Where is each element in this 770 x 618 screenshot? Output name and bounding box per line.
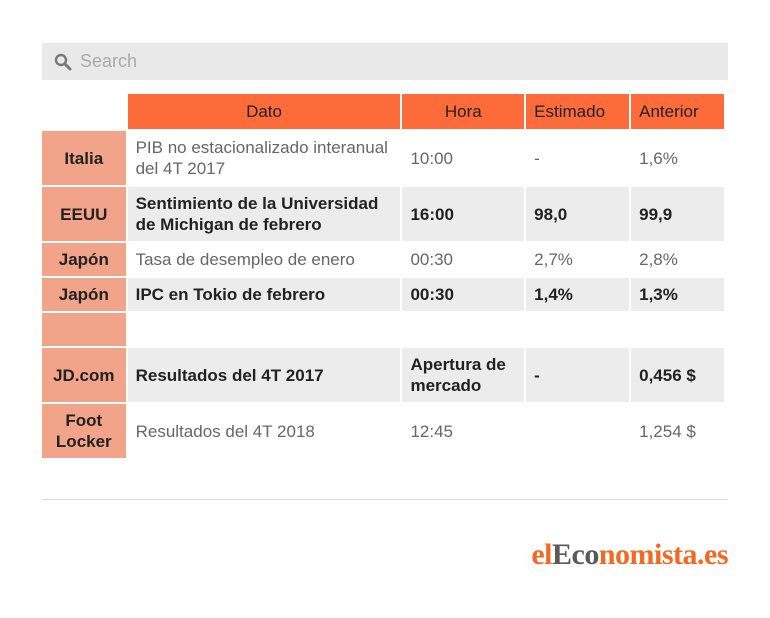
table-row: Italia PIB no estacionalizado interanual…: [42, 131, 724, 185]
header-empty: [42, 94, 126, 129]
table-row: Japón IPC en Tokio de febrero 00:30 1,4%…: [42, 278, 724, 311]
logo-part-el: el: [531, 538, 552, 571]
empty-cell: [402, 313, 525, 346]
table-row: JD.com Resultados del 4T 2017 Apertura d…: [42, 348, 724, 402]
estimado-cell: 98,0: [526, 187, 630, 241]
country-cell: EEUU: [42, 187, 126, 241]
hora-cell: 00:30: [402, 278, 525, 311]
table-header-row: Dato Hora Estimado Anterior: [42, 94, 724, 129]
anterior-cell: 1,3%: [631, 278, 724, 311]
search-icon: [54, 53, 72, 71]
country-cell-empty: [42, 313, 126, 346]
logo-part-nomista: nomista.es: [598, 538, 729, 571]
table-row: EEUU Sentimiento de la Universidad de Mi…: [42, 187, 724, 241]
table-row: Foot Locker Resultados del 4T 2018 12:45…: [42, 404, 724, 458]
search-input[interactable]: [80, 51, 680, 72]
country-cell: Japón: [42, 278, 126, 311]
country-cell: Italia: [42, 131, 126, 185]
estimado-cell: -: [526, 348, 630, 402]
estimado-cell: 1,4%: [526, 278, 630, 311]
hora-cell: 00:30: [402, 243, 525, 276]
anterior-cell: 1,254 $: [631, 404, 724, 458]
empty-cell: [526, 313, 630, 346]
header-dato: Dato: [127, 94, 401, 129]
header-hora: Hora: [402, 94, 525, 129]
dato-cell: Tasa de desempleo de enero: [127, 243, 401, 276]
dato-cell: IPC en Tokio de febrero: [127, 278, 401, 311]
country-cell: Foot Locker: [42, 404, 126, 458]
logo-part-eco: Eco: [552, 538, 599, 571]
estimado-cell: [526, 404, 630, 458]
anterior-cell: 0,456 $: [631, 348, 724, 402]
hora-cell: Apertura de mercado: [402, 348, 525, 402]
economic-calendar-table: Dato Hora Estimado Anterior Italia PIB n…: [40, 92, 726, 460]
empty-cell: [127, 313, 401, 346]
empty-cell: [631, 313, 724, 346]
dato-cell: PIB no estacionalizado interanual del 4T…: [127, 131, 401, 185]
dato-cell: Resultados del 4T 2017: [127, 348, 401, 402]
search-bar[interactable]: [42, 43, 728, 80]
country-cell: Japón: [42, 243, 126, 276]
estimado-cell: -: [526, 131, 630, 185]
anterior-cell: 2,8%: [631, 243, 724, 276]
dato-cell: Sentimiento de la Universidad de Michiga…: [127, 187, 401, 241]
dato-cell: Resultados del 4T 2018: [127, 404, 401, 458]
anterior-cell: 1,6%: [631, 131, 724, 185]
eleconomista-logo[interactable]: elEconomista.es: [531, 538, 728, 572]
country-cell: JD.com: [42, 348, 126, 402]
hora-cell: 10:00: [402, 131, 525, 185]
header-anterior: Anterior: [631, 94, 724, 129]
estimado-cell: 2,7%: [526, 243, 630, 276]
hora-cell: 16:00: [402, 187, 525, 241]
divider: [42, 499, 728, 500]
anterior-cell: 99,9: [631, 187, 724, 241]
table-separator-row: [42, 313, 724, 346]
header-estimado: Estimado: [526, 94, 630, 129]
hora-cell: 12:45: [402, 404, 525, 458]
table-row: Japón Tasa de desempleo de enero 00:30 2…: [42, 243, 724, 276]
